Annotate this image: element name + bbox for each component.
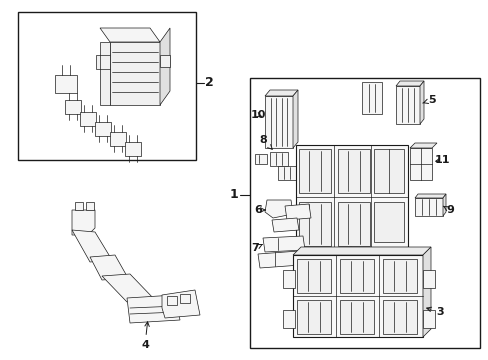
Bar xyxy=(382,259,416,293)
Bar xyxy=(422,310,434,328)
Text: 2: 2 xyxy=(204,77,213,90)
Bar xyxy=(110,42,160,105)
Bar xyxy=(65,100,81,114)
Bar xyxy=(75,202,83,210)
Text: 4: 4 xyxy=(141,322,149,350)
Polygon shape xyxy=(414,194,445,198)
Bar xyxy=(86,202,94,210)
Bar xyxy=(264,96,292,148)
Polygon shape xyxy=(409,143,436,148)
Bar xyxy=(409,148,431,180)
Bar xyxy=(361,82,381,114)
Bar xyxy=(296,259,330,293)
Polygon shape xyxy=(285,204,310,220)
Polygon shape xyxy=(258,251,301,268)
Bar xyxy=(422,270,434,288)
Polygon shape xyxy=(419,81,423,124)
Bar xyxy=(373,149,403,193)
Polygon shape xyxy=(127,295,180,323)
Polygon shape xyxy=(264,200,292,218)
Polygon shape xyxy=(162,290,200,318)
Text: 3: 3 xyxy=(426,307,443,317)
Bar xyxy=(180,294,190,303)
Bar xyxy=(110,132,126,146)
Bar xyxy=(337,202,369,246)
Polygon shape xyxy=(55,75,77,93)
Bar xyxy=(80,112,96,126)
Polygon shape xyxy=(160,28,170,105)
Bar xyxy=(295,145,407,247)
Bar xyxy=(125,142,141,156)
Bar xyxy=(373,202,403,242)
Text: 5: 5 xyxy=(422,95,435,105)
Bar xyxy=(18,12,196,160)
Text: 8: 8 xyxy=(259,135,272,149)
Polygon shape xyxy=(72,230,112,262)
Polygon shape xyxy=(395,81,423,86)
Text: 9: 9 xyxy=(442,205,453,215)
Bar xyxy=(283,310,294,328)
Bar xyxy=(269,152,287,166)
Polygon shape xyxy=(292,247,430,255)
Text: 11: 11 xyxy=(433,155,449,165)
Bar xyxy=(278,166,295,180)
Polygon shape xyxy=(271,218,298,232)
Polygon shape xyxy=(442,194,445,216)
Bar xyxy=(296,300,330,334)
Bar xyxy=(339,300,373,334)
Polygon shape xyxy=(422,247,430,337)
Bar xyxy=(95,122,111,136)
Polygon shape xyxy=(100,28,160,42)
Polygon shape xyxy=(72,210,95,235)
Text: 7: 7 xyxy=(251,243,262,253)
Text: 6: 6 xyxy=(254,205,264,215)
Bar xyxy=(414,198,442,216)
Polygon shape xyxy=(263,236,305,252)
Polygon shape xyxy=(90,255,128,280)
Bar xyxy=(339,259,373,293)
Bar xyxy=(96,55,110,69)
Bar xyxy=(298,202,330,246)
Bar xyxy=(395,86,419,124)
Bar xyxy=(254,154,266,164)
Polygon shape xyxy=(264,90,297,96)
Bar xyxy=(382,300,416,334)
Bar xyxy=(167,296,177,305)
Polygon shape xyxy=(102,274,155,302)
Polygon shape xyxy=(292,90,297,148)
Bar xyxy=(292,255,422,337)
Text: 1: 1 xyxy=(229,189,238,202)
Polygon shape xyxy=(100,42,110,105)
Bar xyxy=(160,55,170,67)
Bar xyxy=(298,149,330,193)
Bar xyxy=(337,149,369,193)
Text: 10: 10 xyxy=(250,110,265,120)
Bar xyxy=(283,270,294,288)
Bar xyxy=(249,78,479,348)
